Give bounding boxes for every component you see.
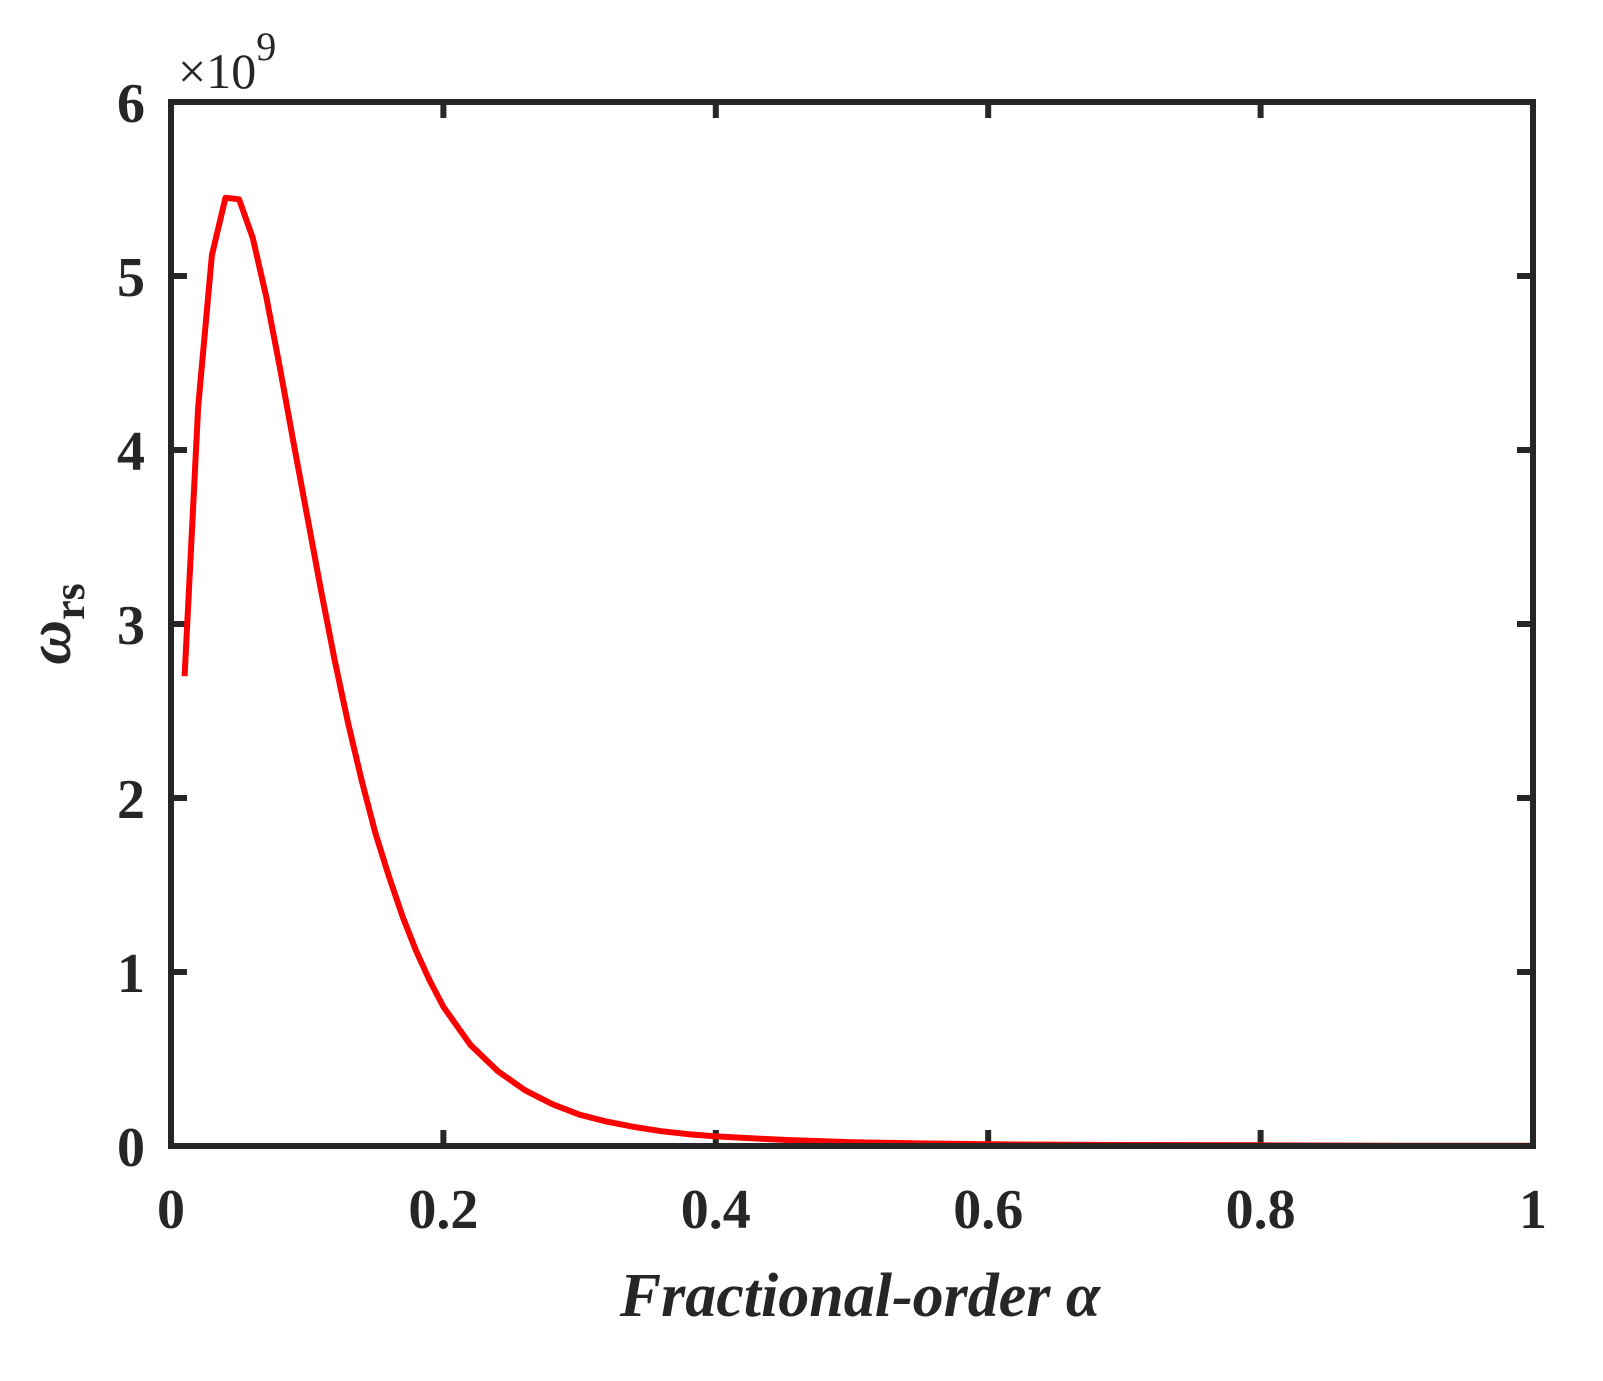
y-axis-label: ωrs: [16, 583, 94, 665]
x-tick-label: 0.8: [1226, 1179, 1296, 1241]
y-axis-subscript: rs: [45, 583, 94, 620]
x-tick-label: 0.4: [681, 1179, 751, 1241]
y-axis-symbol: ω: [16, 620, 84, 665]
y-exponent-base: ×10: [178, 43, 256, 99]
x-tick-label: 1: [1519, 1179, 1547, 1241]
tick-labels: 0 0.2 0.4 0.6 0.8 1 0 1 2 3 4 5 6: [117, 73, 1547, 1241]
x-tick-label: 0.6: [953, 1179, 1023, 1241]
y-tick-label: 5: [117, 247, 145, 309]
y-exponent-power: 9: [256, 24, 276, 69]
x-tick-label: 0.2: [408, 1179, 478, 1241]
y-exponent-label: ×109: [178, 24, 276, 99]
y-tick-label: 2: [117, 769, 145, 831]
y-tick-label: 6: [117, 73, 145, 135]
series-line: [181, 194, 1534, 1149]
x-tick-label: 0: [157, 1179, 185, 1241]
y-tick-label: 4: [117, 421, 145, 483]
y-tick-label: 0: [117, 1117, 145, 1179]
svg-text:ωrs: ωrs: [16, 583, 94, 665]
series-layer: [181, 194, 1534, 1149]
plot-frame: [168, 99, 1536, 1149]
x-axis-label: Fractional-order α: [619, 1262, 1102, 1330]
y-tick-label: 3: [117, 595, 145, 657]
y-tick-label: 1: [117, 943, 145, 1005]
